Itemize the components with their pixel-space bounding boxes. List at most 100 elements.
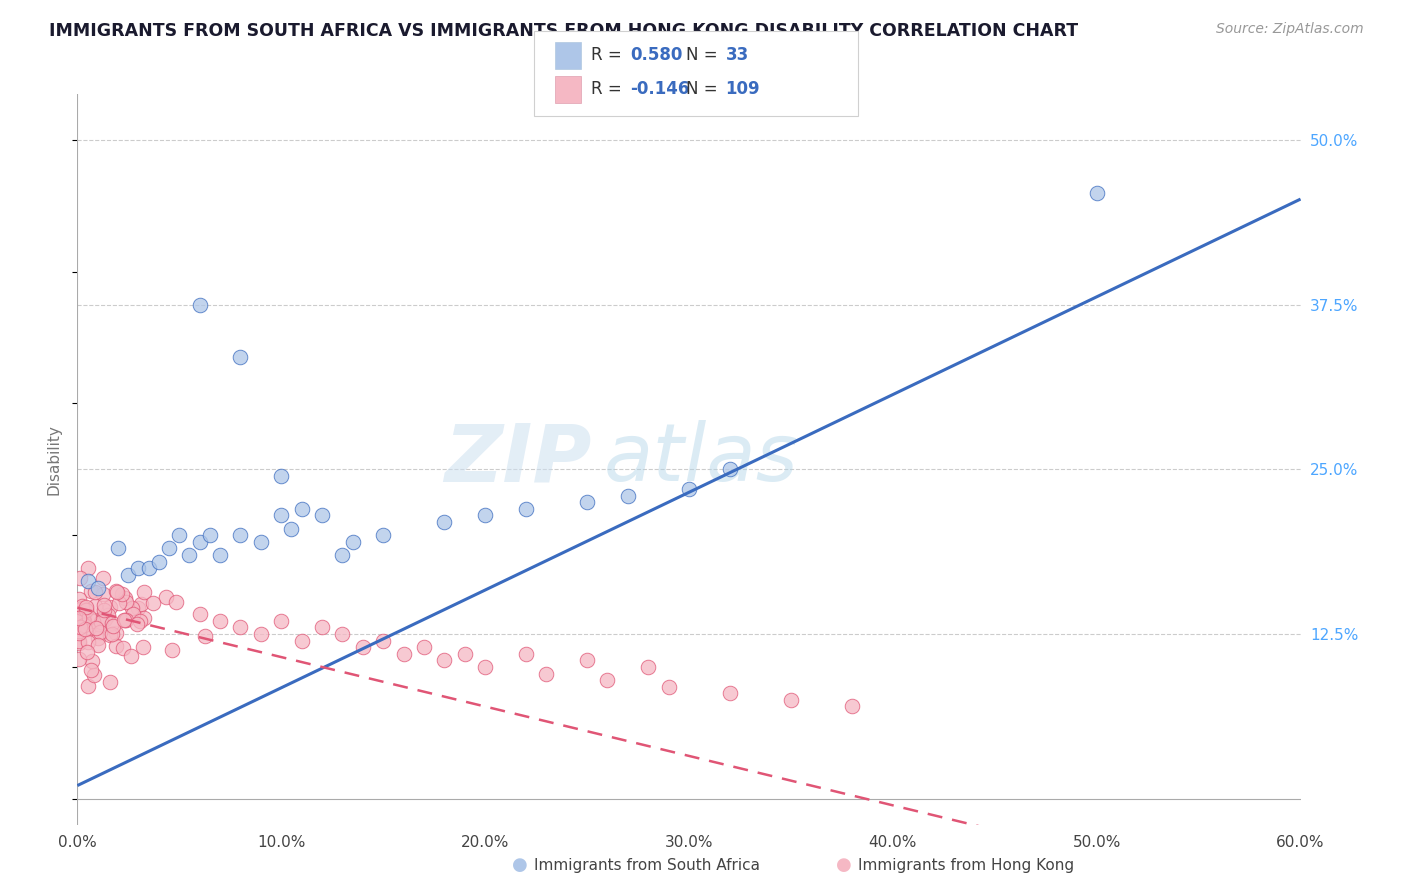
Point bbox=[453, 647, 475, 661]
Point bbox=[342, 534, 364, 549]
Point bbox=[115, 613, 138, 627]
Point bbox=[134, 585, 156, 599]
Point bbox=[332, 627, 354, 641]
Point bbox=[91, 571, 114, 585]
Point bbox=[87, 581, 110, 595]
Point bbox=[198, 528, 221, 542]
Point bbox=[108, 596, 131, 610]
Point bbox=[160, 642, 183, 657]
Point bbox=[101, 615, 124, 630]
Point bbox=[83, 668, 105, 682]
Point bbox=[93, 598, 115, 612]
Point bbox=[208, 548, 231, 562]
Point bbox=[270, 468, 292, 483]
Point bbox=[617, 489, 640, 503]
Y-axis label: Disability: Disability bbox=[46, 424, 62, 495]
Point bbox=[91, 587, 114, 601]
Point bbox=[718, 462, 741, 476]
Point bbox=[841, 699, 863, 714]
Point bbox=[89, 618, 111, 632]
Point bbox=[433, 653, 456, 667]
Point bbox=[93, 613, 115, 627]
Text: ●: ● bbox=[835, 856, 852, 874]
Point bbox=[280, 522, 302, 536]
Point bbox=[148, 555, 170, 569]
Point bbox=[1085, 186, 1108, 200]
Point bbox=[107, 541, 129, 556]
Point bbox=[70, 599, 93, 613]
Text: Source: ZipAtlas.com: Source: ZipAtlas.com bbox=[1216, 22, 1364, 37]
Point bbox=[114, 591, 136, 605]
Point bbox=[70, 612, 93, 626]
Point bbox=[658, 680, 681, 694]
Text: ZIP: ZIP bbox=[444, 420, 591, 499]
Point bbox=[69, 606, 91, 620]
Point bbox=[188, 534, 211, 549]
Point bbox=[122, 607, 145, 622]
Point bbox=[120, 649, 142, 664]
Text: R =: R = bbox=[591, 80, 627, 98]
Point bbox=[98, 675, 121, 690]
Text: R =: R = bbox=[591, 46, 627, 64]
Point bbox=[115, 595, 138, 609]
Point bbox=[73, 622, 96, 636]
Point bbox=[69, 571, 91, 585]
Point bbox=[515, 647, 537, 661]
Point bbox=[105, 639, 128, 653]
Point bbox=[73, 615, 96, 629]
Point bbox=[637, 660, 659, 674]
Point bbox=[77, 679, 100, 693]
Point bbox=[67, 611, 90, 625]
Point bbox=[80, 583, 103, 598]
Point bbox=[75, 600, 97, 615]
Point bbox=[270, 508, 292, 523]
Point bbox=[270, 614, 292, 628]
Point bbox=[94, 612, 117, 626]
Text: N =: N = bbox=[686, 46, 723, 64]
Text: N =: N = bbox=[686, 80, 723, 98]
Point bbox=[105, 585, 128, 599]
Point bbox=[371, 633, 394, 648]
Point bbox=[155, 590, 177, 604]
Point bbox=[229, 620, 252, 634]
Point bbox=[678, 482, 700, 496]
Point bbox=[371, 528, 394, 542]
Point bbox=[69, 636, 91, 650]
Point bbox=[67, 652, 90, 666]
Point bbox=[100, 627, 122, 641]
Point bbox=[67, 614, 90, 628]
Point bbox=[138, 561, 160, 575]
Point bbox=[77, 634, 100, 648]
Point bbox=[290, 501, 312, 516]
Point bbox=[779, 693, 801, 707]
Point bbox=[134, 611, 156, 625]
Point bbox=[515, 501, 537, 516]
Point bbox=[104, 583, 127, 598]
Point bbox=[73, 617, 96, 632]
Point bbox=[72, 605, 94, 619]
Point bbox=[67, 626, 90, 640]
Text: Immigrants from South Africa: Immigrants from South Africa bbox=[534, 858, 761, 872]
Point bbox=[229, 528, 252, 542]
Point bbox=[86, 631, 108, 645]
Point bbox=[121, 601, 143, 615]
Point bbox=[188, 607, 211, 622]
Point bbox=[84, 620, 107, 634]
Point bbox=[179, 548, 201, 562]
Point bbox=[132, 640, 155, 654]
Point bbox=[311, 620, 333, 634]
Text: ●: ● bbox=[512, 856, 529, 874]
Point bbox=[82, 654, 104, 668]
Point bbox=[127, 561, 149, 575]
Point bbox=[84, 599, 107, 614]
Point bbox=[112, 613, 135, 627]
Point bbox=[93, 603, 115, 617]
Point bbox=[112, 641, 135, 656]
Point bbox=[73, 609, 96, 624]
Point bbox=[157, 541, 180, 556]
Point bbox=[67, 634, 90, 648]
Point bbox=[596, 673, 619, 687]
Point bbox=[117, 567, 139, 582]
Text: IMMIGRANTS FROM SOUTH AFRICA VS IMMIGRANTS FROM HONG KONG DISABILITY CORRELATION: IMMIGRANTS FROM SOUTH AFRICA VS IMMIGRAN… bbox=[49, 22, 1078, 40]
Point bbox=[114, 613, 136, 627]
